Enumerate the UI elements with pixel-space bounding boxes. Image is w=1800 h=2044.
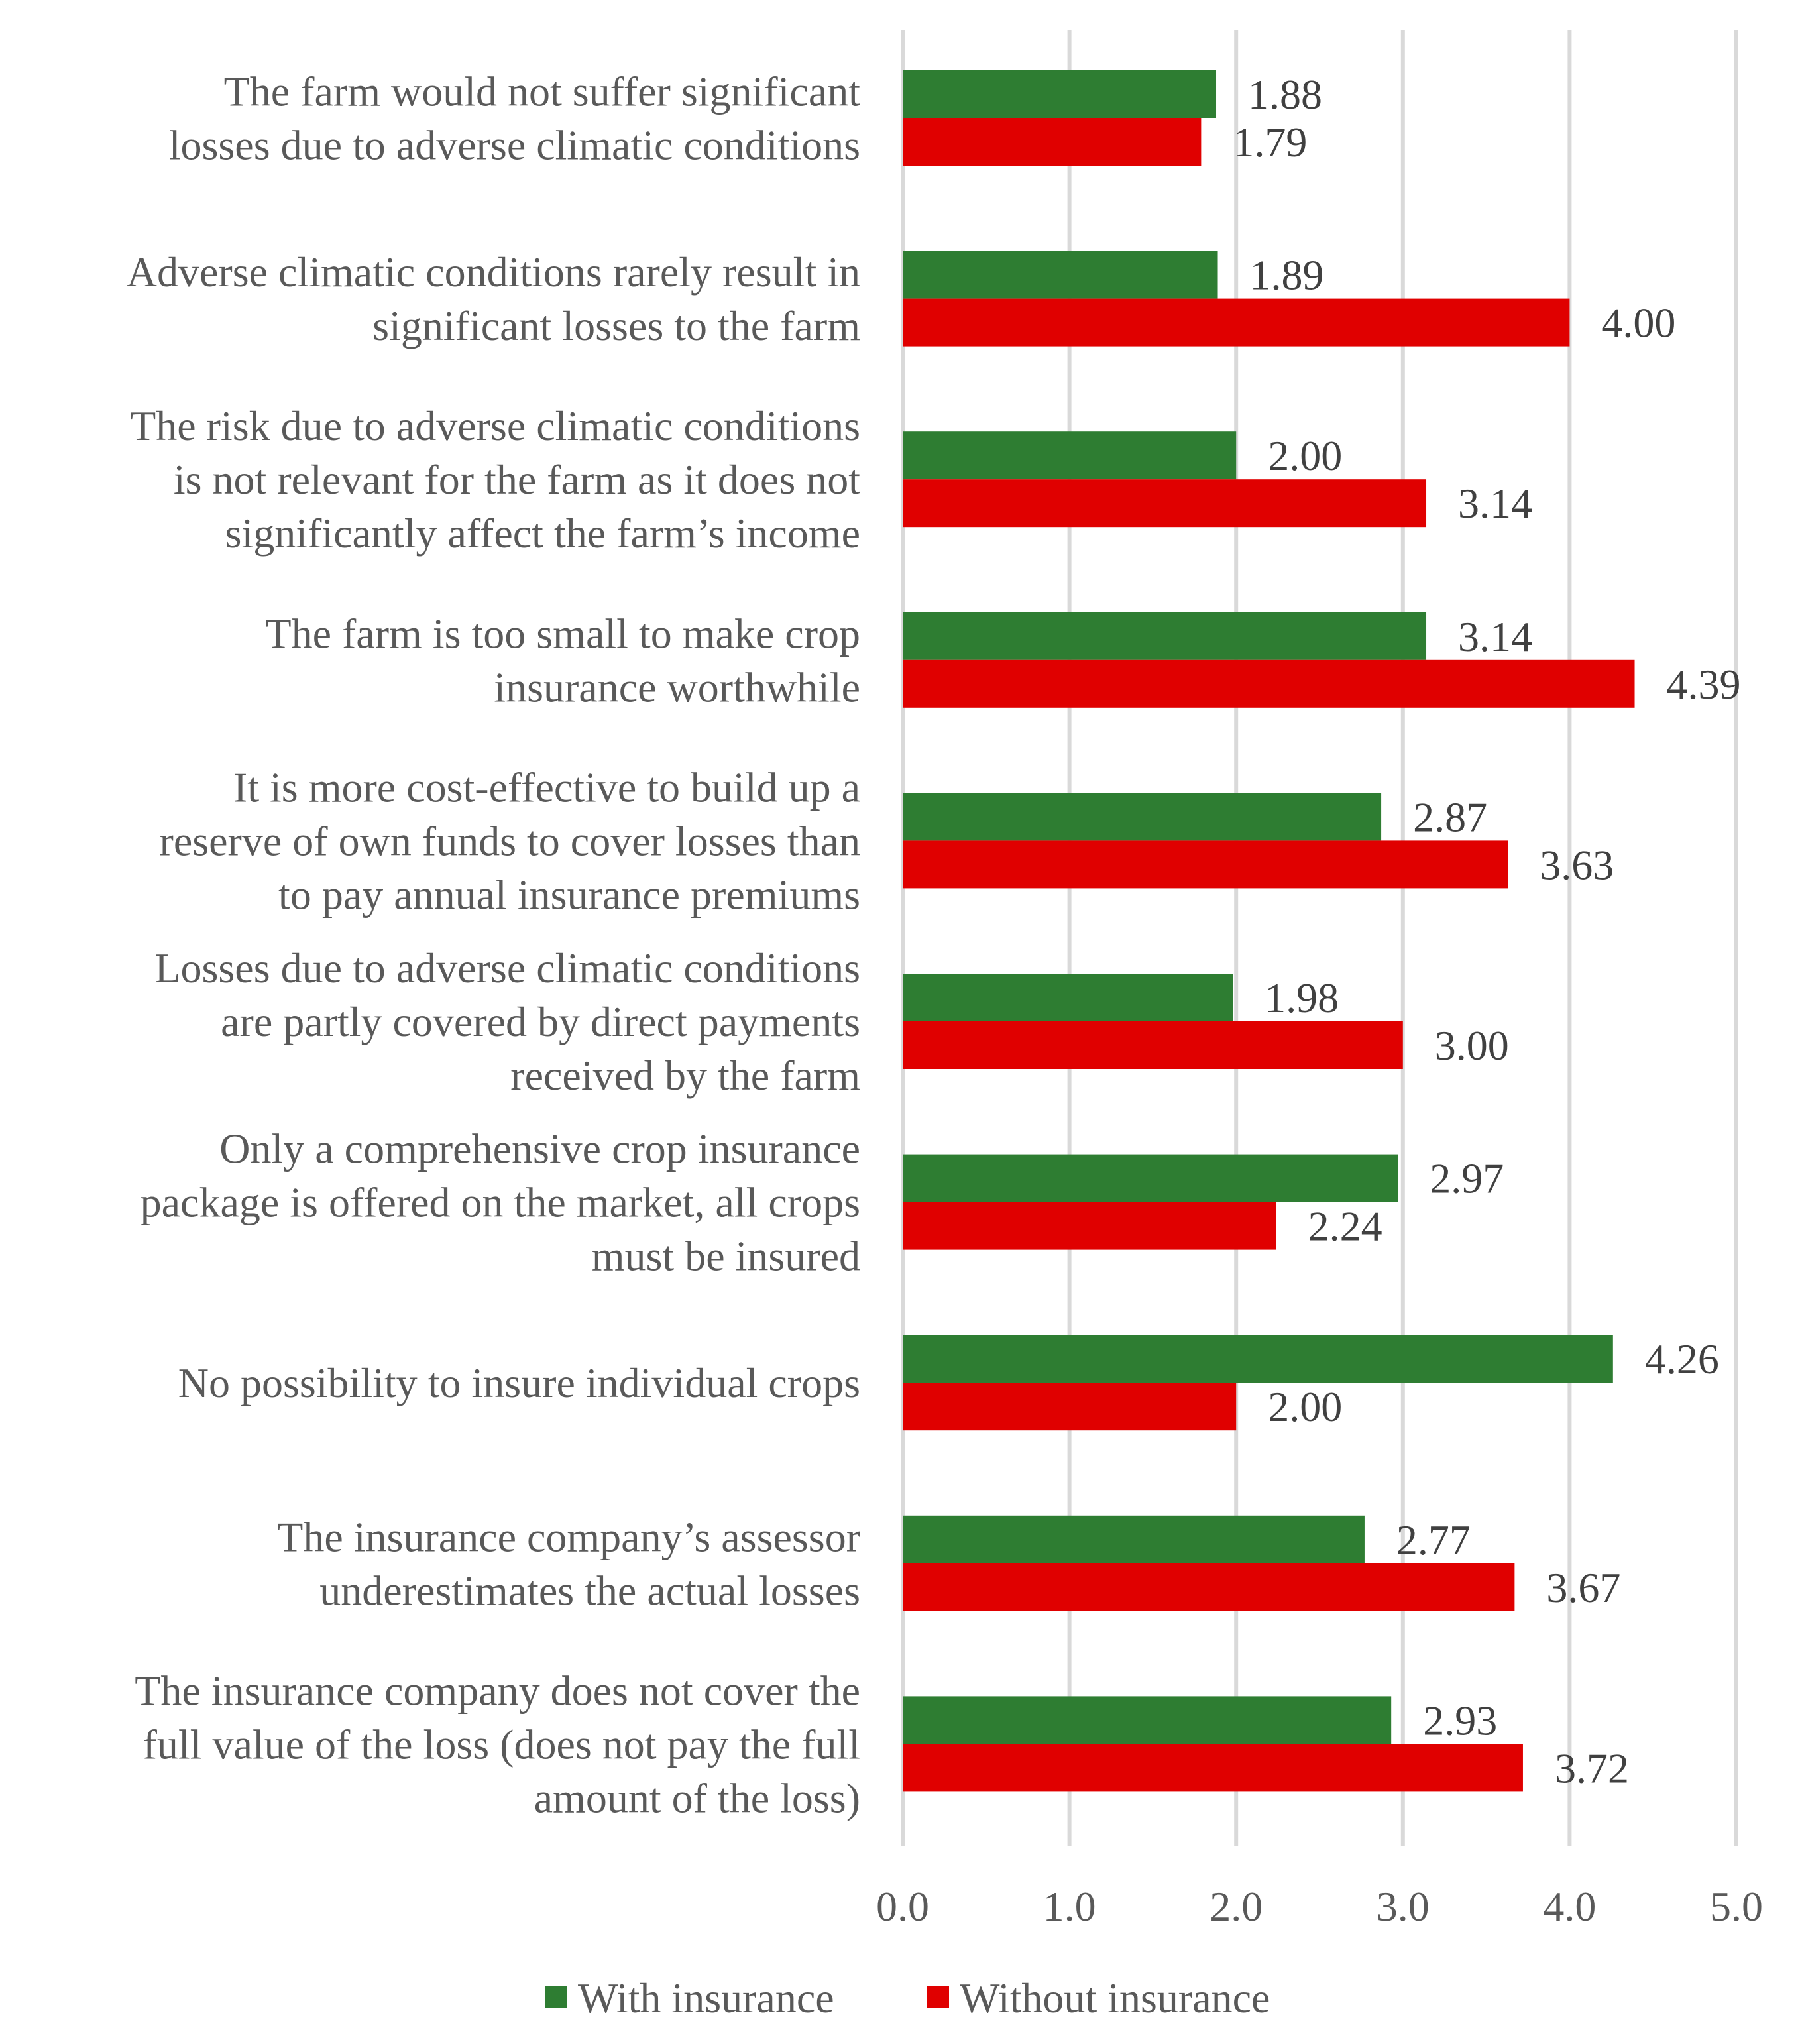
category-label-line: Only a comprehensive crop insurance xyxy=(219,1125,860,1172)
category-label-line: Losses due to adverse climatic condition… xyxy=(154,944,860,992)
data-label-with-insurance: 3.14 xyxy=(1458,613,1532,660)
category-label: No possibility to insure individual crop… xyxy=(178,1359,860,1406)
category-label-line: The risk due to adverse climatic conditi… xyxy=(130,402,860,449)
bar-with-insurance xyxy=(903,431,1237,480)
category-label-line: must be insured xyxy=(592,1233,860,1280)
bar-with-insurance xyxy=(903,1696,1392,1744)
category-label-line: received by the farm xyxy=(510,1052,860,1099)
bar-without-insurance xyxy=(903,1383,1237,1431)
data-label-without-insurance: 3.72 xyxy=(1555,1744,1629,1791)
category-label: The insurance company’s assessor underest… xyxy=(277,1513,860,1614)
data-label-with-insurance: 2.87 xyxy=(1413,793,1487,840)
data-label-without-insurance: 2.24 xyxy=(1308,1203,1382,1250)
category-label: It is more cost-effective to build up a r… xyxy=(160,764,861,918)
x-tick-label: 2.0 xyxy=(1209,1883,1263,1930)
category-label: The risk due to adverse climatic conditi… xyxy=(130,402,860,557)
bar-with-insurance xyxy=(903,1515,1365,1563)
category-labels: The farm would not suffer significant los… xyxy=(127,68,860,1822)
x-tick-label: 1.0 xyxy=(1043,1883,1096,1930)
data-labels: 1.881.79 1.89 4.00 2.00 3.14 3.14 4.39 2.87 3.63… xyxy=(1233,71,1740,1791)
bar-with-insurance xyxy=(903,612,1427,660)
category-label-line: to pay annual insurance premiums xyxy=(278,871,860,918)
category-label-line: The insurance company does not cover the xyxy=(135,1667,860,1714)
x-tick-label: 5.0 xyxy=(1710,1883,1763,1930)
category-label: Only a comprehensive crop insurance packa… xyxy=(141,1125,860,1280)
bar-with-insurance xyxy=(903,1154,1398,1202)
category-label-line: The farm is too small to make crop xyxy=(265,610,860,657)
bar-without-insurance xyxy=(903,659,1635,708)
bar-without-insurance xyxy=(903,298,1570,347)
category-label-line: Adverse climatic conditions rarely resul… xyxy=(127,249,860,296)
data-label-without-insurance: 4.39 xyxy=(1667,661,1741,708)
category-label-line: The farm would not suffer significant xyxy=(224,68,861,115)
category-label: The farm is too small to make crop insura… xyxy=(265,610,860,710)
category-label-line: full value of the loss (does not pay the… xyxy=(143,1721,860,1768)
data-label-with-insurance: 4.26 xyxy=(1645,1335,1719,1383)
category-label-line: underestimates the actual losses xyxy=(319,1567,860,1614)
x-tick-label: 3.0 xyxy=(1377,1883,1430,1930)
data-label-without-insurance: 2.00 xyxy=(1268,1383,1342,1430)
bar-with-insurance xyxy=(903,793,1382,841)
bar-without-insurance xyxy=(903,1202,1276,1250)
data-label-with-insurance: 2.77 xyxy=(1396,1516,1471,1563)
bar-without-insurance xyxy=(903,1563,1515,1611)
category-label-line: insurance worthwhile xyxy=(494,663,860,710)
category-label: Adverse climatic conditions rarely resul… xyxy=(127,249,860,349)
bar-without-insurance xyxy=(903,118,1202,166)
data-label-without-insurance: 3.63 xyxy=(1540,841,1614,888)
data-label-with-insurance: 1.88 xyxy=(1248,71,1322,118)
data-label-without-insurance: 4.00 xyxy=(1601,300,1675,347)
category-label-line: No possibility to insure individual crop… xyxy=(178,1359,860,1406)
bar-with-insurance xyxy=(903,1335,1613,1383)
legend-label-without-insurance: Without insurance xyxy=(960,1974,1270,2021)
category-label-line: significantly affect the farm’s income xyxy=(225,510,860,557)
bar-without-insurance xyxy=(903,1021,1403,1069)
legend: With insurance Without insurance xyxy=(545,1974,1270,2021)
data-label-with-insurance: 2.97 xyxy=(1430,1155,1504,1202)
category-label-line: amount of the loss) xyxy=(534,1774,860,1821)
legend-swatch-with-insurance xyxy=(545,1986,567,2008)
category-label-line: losses due to adverse climatic condition… xyxy=(169,122,860,169)
data-label-with-insurance: 2.93 xyxy=(1423,1697,1497,1744)
category-label-line: reserve of own funds to cover losses tha… xyxy=(160,817,861,864)
category-label-line: The insurance company’s assessor xyxy=(277,1513,860,1560)
bar-with-insurance xyxy=(903,70,1217,118)
bars xyxy=(903,70,1635,1792)
category-label: Losses due to adverse climatic condition… xyxy=(154,944,860,1099)
category-label-line: are partly covered by direct payments xyxy=(221,998,860,1045)
data-label-without-insurance: 3.14 xyxy=(1458,480,1532,527)
category-label-line: It is more cost-effective to build up a xyxy=(233,764,860,811)
bar-without-insurance xyxy=(903,1744,1523,1792)
data-label-without-insurance: 3.00 xyxy=(1435,1022,1509,1069)
category-label-line: package is offered on the market, all cr… xyxy=(141,1179,860,1226)
bar-with-insurance xyxy=(903,974,1233,1021)
x-tick-label: 0.0 xyxy=(876,1883,929,1930)
bar-without-insurance xyxy=(903,840,1508,889)
category-label-line: is not relevant for the farm as it does … xyxy=(174,456,860,503)
category-label: The farm would not suffer significant los… xyxy=(169,68,861,169)
bar-without-insurance xyxy=(903,479,1427,528)
x-axis-ticks: 0.0 1.0 2.0 3.0 4.0 5.0 xyxy=(876,1883,1763,1930)
data-label-without-insurance: 3.67 xyxy=(1546,1564,1620,1611)
data-label-without-insurance: 1.79 xyxy=(1233,119,1307,166)
legend-swatch-without-insurance xyxy=(927,1986,949,2008)
data-label-with-insurance: 1.89 xyxy=(1250,252,1324,299)
bar-with-insurance xyxy=(903,251,1218,299)
category-label: The insurance company does not cover the… xyxy=(135,1667,860,1821)
category-label-line: significant losses to the farm xyxy=(372,302,860,349)
x-tick-label: 4.0 xyxy=(1543,1883,1596,1930)
legend-label-with-insurance: With insurance xyxy=(578,1974,834,2021)
data-label-with-insurance: 2.00 xyxy=(1268,432,1342,479)
data-label-with-insurance: 1.98 xyxy=(1265,974,1339,1021)
